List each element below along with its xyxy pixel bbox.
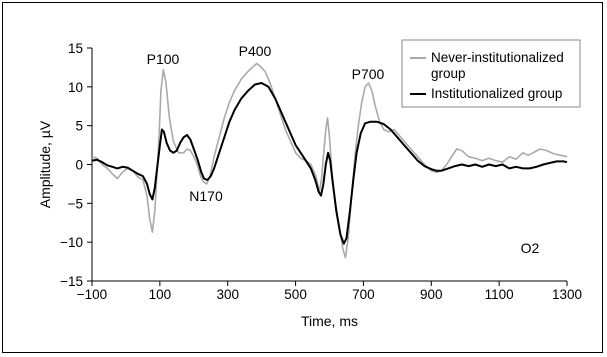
annotation-p700: P700 — [352, 66, 385, 82]
annotation-o2: O2 — [521, 240, 540, 256]
legend-label-never-line1: Never-institutionalized — [431, 50, 564, 65]
annotation-p100: P100 — [147, 51, 180, 67]
x-tick-label: 300 — [216, 287, 239, 302]
legend-box — [401, 39, 581, 108]
legend-label-never-line2: group — [431, 66, 466, 81]
y-tick-label: 15 — [68, 41, 83, 56]
series-line-inst — [91, 82, 568, 245]
y-axis-label: Amplitude, µV — [37, 120, 53, 208]
x-tick-label: 1300 — [552, 287, 582, 302]
y-tick-label: 0 — [75, 158, 83, 173]
legend: Never-institutionalized group Institutio… — [401, 39, 581, 108]
x-tick-label: 1100 — [485, 287, 514, 302]
y-tick-label: 10 — [68, 80, 83, 95]
x-tick-label: −100 — [77, 287, 107, 302]
annotation-n170: N170 — [189, 188, 223, 204]
x-tick-label: 100 — [149, 287, 172, 302]
figure-frame — [2, 2, 603, 353]
series-group — [91, 62, 568, 259]
y-tick-label: −15 — [60, 274, 83, 289]
y-tick-label: −5 — [68, 196, 83, 211]
y-tick-label: 5 — [75, 119, 83, 134]
series-line-never — [91, 62, 568, 259]
x-tick-label: 700 — [352, 287, 375, 302]
x-tick-label: 900 — [420, 287, 443, 302]
y-tick-label: −10 — [60, 235, 83, 250]
x-tick-label: 500 — [284, 287, 307, 302]
axes: −100 100 300 500 700 900 1100 1300 −15 −10 −5 0 5 10… — [60, 41, 582, 302]
y-ticks: −15 −10 −5 0 5 10 15 — [60, 41, 92, 289]
x-axis-label: Time, ms — [301, 313, 358, 329]
x-ticks: −100 100 300 500 700 900 1100 1300 — [77, 281, 582, 302]
legend-label-inst: Institutionalized group — [431, 86, 562, 101]
annotation-p400: P400 — [239, 43, 272, 59]
